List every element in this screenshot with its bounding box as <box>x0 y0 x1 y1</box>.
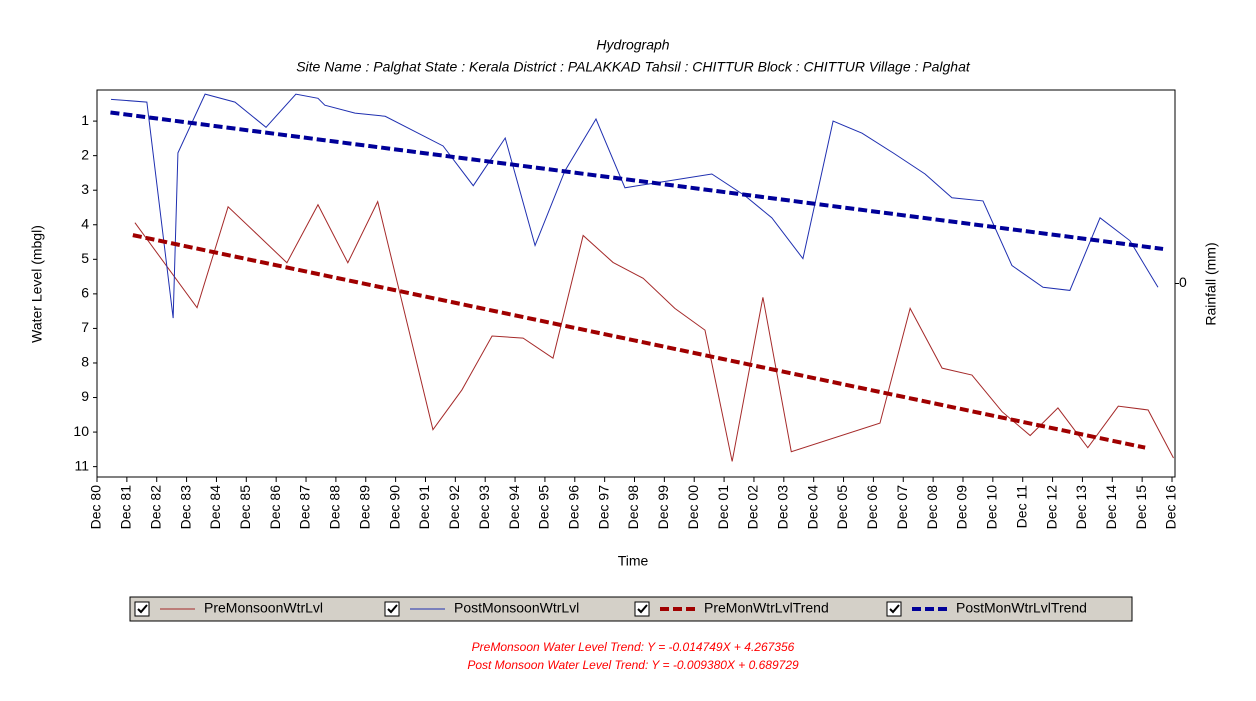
x-tick-label: Dec 82 <box>147 485 163 530</box>
x-tick-label: Dec 06 <box>864 485 880 530</box>
legend-checkbox[interactable] <box>886 601 902 617</box>
x-tick-label: Dec 89 <box>356 485 372 530</box>
y-tick-label: 2 <box>81 146 89 162</box>
x-tick-label: Dec 02 <box>745 485 761 530</box>
plot-area <box>96 89 1176 478</box>
y-tick-label: 8 <box>81 354 89 370</box>
y-tick-label: 1 <box>81 112 89 128</box>
legend-check[interactable] <box>137 604 148 614</box>
x-tick-label: Dec 08 <box>924 485 940 530</box>
x-tick-label: Dec 07 <box>894 485 910 530</box>
trend-equation: PreMonsoon Water Level Trend: Y = -0.014… <box>472 640 795 654</box>
x-tick-label: Dec 87 <box>297 485 313 530</box>
legend-check[interactable] <box>637 604 648 614</box>
x-tick-label: Dec 88 <box>327 485 343 530</box>
x-tick-label: Dec 95 <box>536 485 552 530</box>
x-tick-label: Dec 93 <box>476 485 492 530</box>
legend-label: PostMonWtrLvlTrend <box>956 600 1087 616</box>
x-axis-label: Time <box>618 553 649 569</box>
x-tick-label: Dec 16 <box>1163 485 1179 530</box>
trend-equation: Post Monsoon Water Level Trend: Y = -0.0… <box>467 658 799 672</box>
x-tick-label: Dec 91 <box>416 485 432 530</box>
x-tick-label: Dec 14 <box>1103 485 1119 530</box>
x-tick-label: Dec 84 <box>207 485 223 530</box>
x-tick-label: Dec 86 <box>267 485 283 530</box>
x-tick-label: Dec 13 <box>1073 485 1089 530</box>
legend-checkbox[interactable] <box>634 601 650 617</box>
x-tick-label: Dec 83 <box>177 485 193 530</box>
x-tick-label: Dec 04 <box>804 485 820 530</box>
legend-label: PostMonsoonWtrLvl <box>454 600 579 616</box>
chart-title: Hydrograph <box>596 37 669 53</box>
y-tick-label: 10 <box>73 423 89 439</box>
x-tick-label: Dec 01 <box>715 485 731 530</box>
y-tick-label: 6 <box>81 285 89 301</box>
y-tick-label: 4 <box>81 215 89 231</box>
legend-checkbox[interactable] <box>384 601 400 617</box>
y-tick-label: 9 <box>81 388 89 404</box>
x-tick-label: Dec 03 <box>775 485 791 530</box>
y2-axis-label: Rainfall (mm) <box>1203 242 1219 325</box>
y-tick-label: 5 <box>81 250 89 266</box>
y-tick-label: 3 <box>81 181 89 197</box>
x-tick-label: Dec 05 <box>834 485 850 530</box>
y-axis-label: Water Level (mbgl) <box>29 225 45 343</box>
x-tick-label: Dec 99 <box>655 485 671 530</box>
x-tick-label: Dec 96 <box>565 485 581 530</box>
series-line <box>110 110 1164 251</box>
chart-subtitle: Site Name : Palghat State : Kerala Distr… <box>296 59 971 75</box>
x-tick-label: Dec 09 <box>954 485 970 530</box>
legend-label: PreMonWtrLvlTrend <box>704 600 829 616</box>
x-tick-label: Dec 94 <box>506 485 522 530</box>
x-tick-label: Dec 80 <box>88 485 104 530</box>
x-tick-label: Dec 81 <box>118 485 134 530</box>
y2-tick-label: 0 <box>1179 274 1187 290</box>
legend-checkbox[interactable] <box>134 601 150 617</box>
legend-check[interactable] <box>889 604 900 614</box>
x-tick-label: Dec 90 <box>386 485 402 530</box>
x-tick-label: Dec 00 <box>685 485 701 530</box>
legend-label: PreMonsoonWtrLvl <box>204 600 323 616</box>
x-tick-label: Dec 15 <box>1133 485 1149 530</box>
series-line <box>110 93 1159 319</box>
legend-check[interactable] <box>387 604 398 614</box>
x-tick-label: Dec 11 <box>1013 485 1029 529</box>
x-tick-label: Dec 10 <box>984 485 1000 530</box>
legend <box>129 596 1133 622</box>
y-tick-label: 11 <box>74 457 89 473</box>
x-tick-label: Dec 12 <box>1043 485 1059 530</box>
x-tick-label: Dec 85 <box>237 485 253 530</box>
y-tick-label: 7 <box>81 319 89 335</box>
x-tick-label: Dec 98 <box>625 485 641 530</box>
x-tick-label: Dec 92 <box>446 485 462 530</box>
series-line <box>132 233 1146 450</box>
series-line <box>134 200 1174 462</box>
x-tick-label: Dec 97 <box>595 485 611 530</box>
